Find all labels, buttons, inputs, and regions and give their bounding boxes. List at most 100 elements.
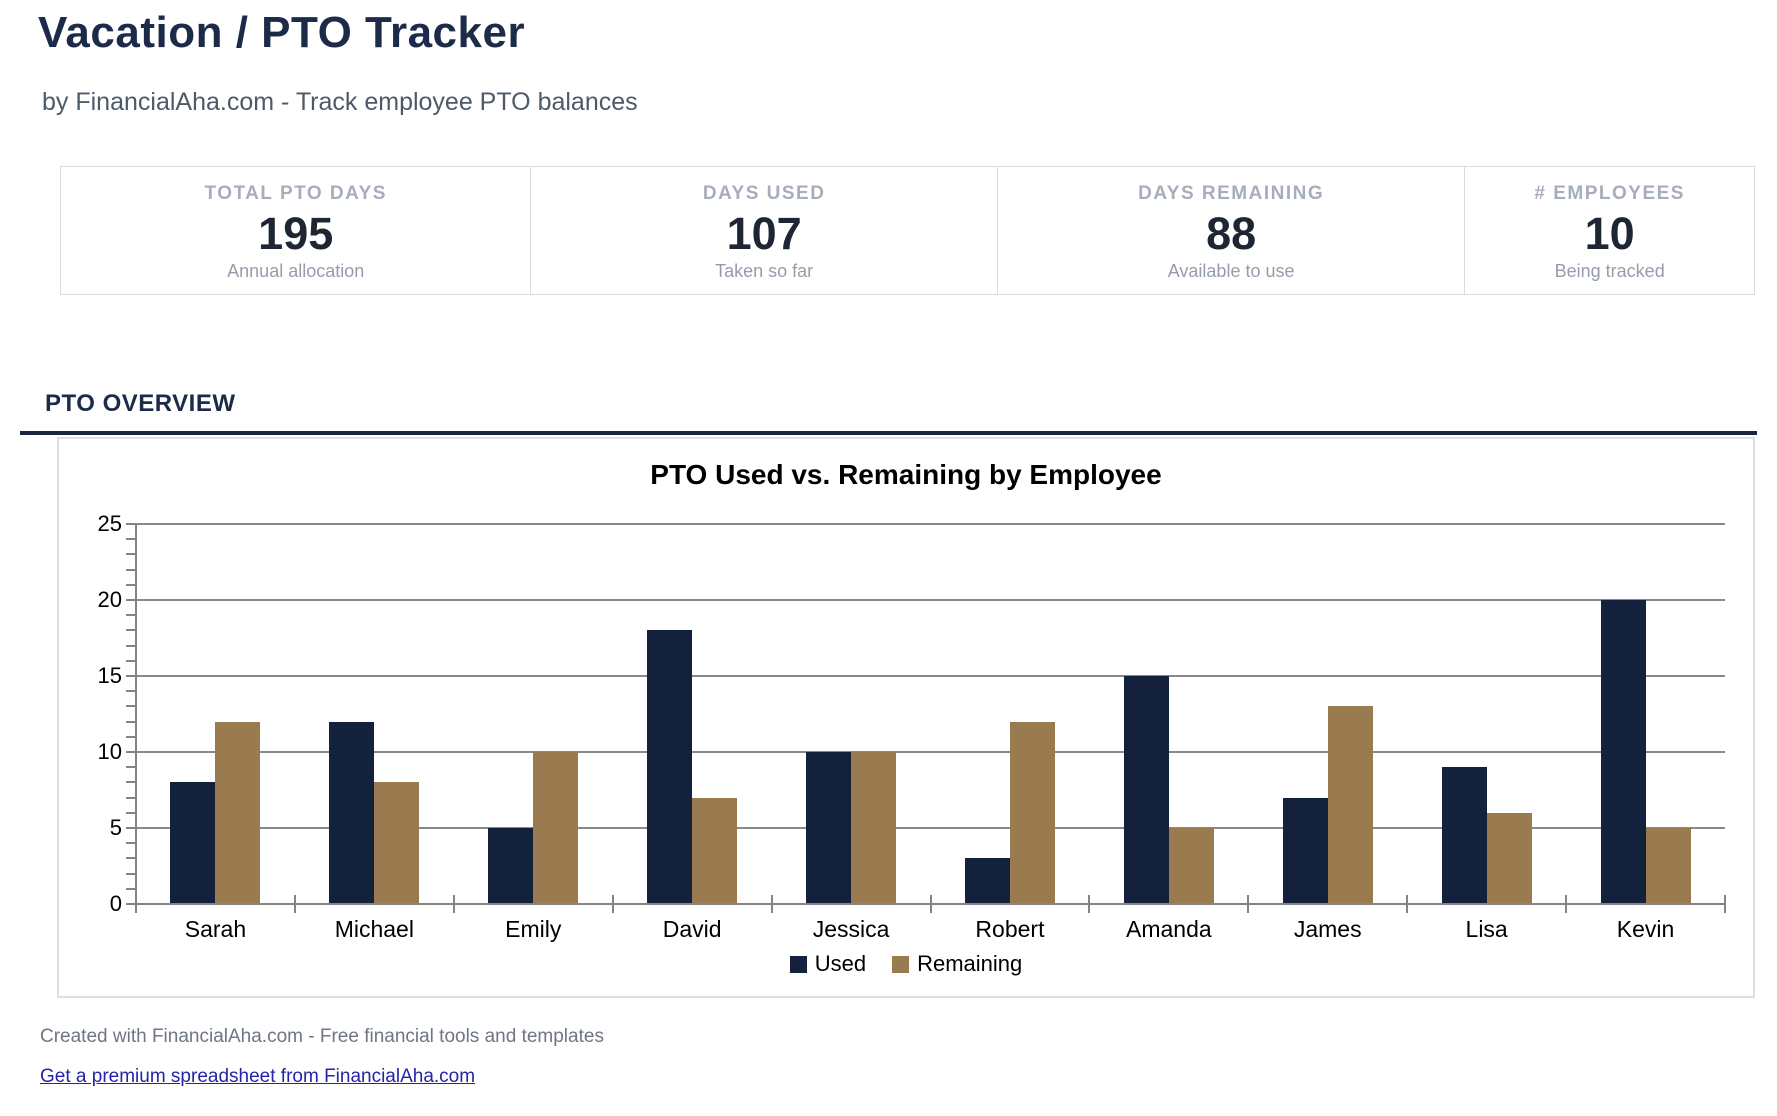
x-axis-label: Amanda [1126, 916, 1212, 942]
y-axis-label: 10 [97, 739, 122, 764]
y-axis-tick [126, 811, 136, 814]
legend-swatch-used [789, 955, 807, 973]
y-axis-tick [126, 903, 136, 905]
bar-used-michael [329, 721, 375, 904]
x-axis-tick [1724, 895, 1726, 913]
y-axis-label: 20 [97, 587, 122, 612]
stat-label: DAYS REMAINING [1138, 183, 1325, 204]
chart-title: PTO Used vs. Remaining by Employee [650, 459, 1162, 490]
x-axis-line [136, 903, 1725, 905]
bar-used-kevin [1600, 600, 1646, 904]
stat-sublabel: Available to use [1167, 261, 1295, 281]
bar-remaining-lisa [1486, 812, 1532, 904]
stat-label: TOTAL PTO DAYS [204, 183, 387, 204]
section-title: PTO OVERVIEW [45, 390, 236, 417]
y-axis-tick [126, 887, 136, 890]
y-axis-tick [126, 659, 136, 662]
y-axis-tick [126, 629, 136, 632]
y-axis-label: 0 [109, 891, 122, 916]
x-axis-label: Jessica [812, 916, 890, 942]
x-axis-label: Robert [975, 916, 1045, 942]
y-axis-tick [126, 827, 136, 829]
stat-card-days-remaining: DAYS REMAINING 88 Available to use [996, 167, 1464, 294]
y-axis-tick [126, 842, 136, 845]
y-axis-tick [126, 583, 136, 586]
x-axis-label: David [662, 916, 722, 942]
stat-card-days-used: DAYS USED 107 Taken so far [530, 167, 996, 294]
y-axis-tick [126, 614, 136, 617]
page-subtitle: by FinancialAha.com - Track employee PTO… [42, 88, 638, 116]
bar-used-james [1282, 797, 1328, 904]
bar-used-sarah [170, 782, 216, 904]
bar-remaining-michael [374, 782, 420, 904]
x-axis-label: James [1293, 916, 1362, 942]
stat-value: 10 [1584, 207, 1635, 259]
y-axis-tick [126, 523, 136, 525]
stat-label: # EMPLOYEES [1534, 183, 1685, 204]
y-axis-tick [126, 568, 136, 571]
y-axis-tick [126, 644, 136, 647]
y-axis-tick [126, 766, 136, 769]
y-gridline [136, 523, 1725, 525]
legend-item-remaining: Remaining [892, 951, 1022, 977]
bar-remaining-james [1327, 706, 1373, 904]
y-axis-tick [126, 857, 136, 860]
y-axis-tick [126, 751, 136, 753]
bar-remaining-robert [1009, 721, 1055, 904]
stat-value: 107 [726, 207, 802, 259]
legend-swatch-remaining [892, 955, 910, 973]
section-divider [20, 431, 1757, 435]
y-gridline [136, 827, 1725, 829]
y-axis-label: 15 [97, 663, 122, 688]
bar-used-david [647, 630, 693, 904]
y-gridline [136, 599, 1725, 601]
bar-remaining-emily [533, 752, 579, 904]
stat-card-total-pto-days: TOTAL PTO DAYS 195 Annual allocation [61, 167, 530, 294]
y-axis-tick [126, 796, 136, 799]
bar-used-jessica [806, 752, 852, 904]
stats-cards: TOTAL PTO DAYS 195 Annual allocation DAY… [60, 166, 1755, 295]
chart-card: PTO Used vs. Remaining by Employee 0 5 10 1… [57, 437, 1755, 998]
y-axis-tick [126, 872, 136, 875]
x-axis-label: Emily [505, 916, 562, 942]
legend-label-remaining: Remaining [917, 951, 1023, 976]
stat-sublabel: Being tracked [1554, 261, 1665, 281]
x-axis-label: Sarah [184, 916, 247, 942]
page-title: Vacation / PTO Tracker [38, 8, 526, 57]
footer-note: Created with FinancialAha.com - Free fin… [40, 1026, 604, 1047]
stat-card-num-employees: # EMPLOYEES 10 Being tracked [1464, 167, 1754, 294]
bar-used-robert [964, 858, 1010, 904]
stat-value: 195 [258, 207, 334, 259]
stat-label: DAYS USED [702, 183, 826, 204]
bar-remaining-sarah [215, 721, 261, 904]
y-gridline [136, 675, 1725, 677]
bar-used-lisa [1441, 767, 1487, 904]
x-axis-label: Kevin [1616, 916, 1675, 942]
y-axis-tick [126, 690, 136, 693]
bar-remaining-jessica [851, 752, 897, 904]
premium-spreadsheet-link[interactable]: Get a premium spreadsheet from Financial… [40, 1066, 476, 1087]
y-axis-tick [126, 553, 136, 556]
y-axis-tick [126, 705, 136, 708]
y-axis-line [135, 524, 137, 913]
x-axis-label: Michael [334, 916, 414, 942]
y-axis-tick [126, 675, 136, 677]
bar-used-amanda [1123, 676, 1169, 904]
y-axis-tick [126, 781, 136, 784]
y-axis-tick [126, 538, 136, 541]
y-axis-tick [126, 720, 136, 723]
x-axis-label: Lisa [1465, 916, 1508, 942]
bar-remaining-amanda [1168, 828, 1214, 904]
legend-label-used: Used [814, 951, 867, 976]
legend-item-used: Used [789, 951, 867, 977]
bar-remaining-david [692, 797, 738, 904]
y-axis-label: 5 [109, 815, 122, 840]
bar-chart-plot-area: 0 5 10 15 20 25 Sarah Michael Emily David Jessica R… [98, 511, 1726, 942]
bar-used-emily [488, 828, 534, 904]
stat-value: 88 [1206, 207, 1257, 259]
stat-sublabel: Annual allocation [227, 261, 365, 281]
y-axis-tick [126, 735, 136, 738]
bar-remaining-kevin [1645, 828, 1691, 904]
y-axis-label: 25 [97, 511, 122, 536]
